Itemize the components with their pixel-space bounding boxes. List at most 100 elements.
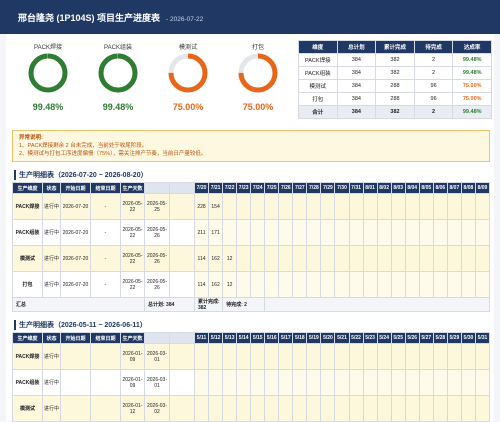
cell: 75.00% [452, 92, 492, 106]
cell: 99.48% [452, 66, 492, 80]
column-header: 生产维度 [12, 182, 43, 194]
cell [60, 395, 91, 422]
detail-table: 生产维度 状态 开始日期 结束日期 生产天数 5/11 5/12 5/13 5/14 5/15 5/… [12, 332, 491, 422]
cell: - [90, 193, 121, 220]
daily-cell [278, 245, 294, 272]
daily-cell [362, 219, 378, 246]
column-header: 开始日期 [60, 182, 91, 194]
gauge-ring [98, 53, 138, 93]
daily-cell [278, 193, 294, 220]
daily-cell [320, 219, 336, 246]
daily-cell [460, 193, 476, 220]
daily-cell: 154 [208, 193, 224, 220]
cell: 384 [336, 105, 377, 119]
header-row: 生产维度 状态 开始日期 结束日期 生产天数 7/20 7/21 7/22 7/23 7/24 7/… [12, 182, 491, 194]
cell [169, 219, 195, 246]
daily-cell [320, 245, 336, 272]
daily-cell [446, 219, 462, 246]
date-header: 5/18 [292, 332, 308, 344]
detail-row: PACK焊接 进行中 2026-01-09 2026-03-01 [12, 343, 491, 370]
daily-cell [404, 245, 420, 272]
column-header: 生产维度 [12, 332, 43, 344]
alert-title: 异常说明: [19, 135, 43, 141]
daily-cell [460, 343, 476, 370]
daily-cell [432, 193, 448, 220]
date-header: 7/24 [250, 182, 266, 194]
daily-cell [320, 395, 336, 422]
daily-cell [418, 193, 434, 220]
daily-cell: 228 [193, 193, 210, 220]
date-header: 5/25 [390, 332, 406, 344]
cell [90, 343, 121, 370]
section-title: 生产明细表（2026-05-11 ~ 2026-06-11） [14, 320, 147, 330]
summary-table: 维度 总计划 累计完成 待完成 达成率 PACK焊接 384 382 2 99.48% PACK组装… [298, 40, 492, 119]
column-header [169, 332, 195, 344]
cell: PACK焊接 [298, 53, 338, 67]
daily-cell [474, 245, 491, 272]
daily-cell [460, 369, 476, 396]
cell: 进行中 [42, 245, 61, 272]
daily-cell [334, 395, 350, 422]
daily-cell [306, 193, 322, 220]
date-header: 7/22 [222, 182, 238, 194]
daily-cell [334, 245, 350, 272]
daily-cell [193, 369, 210, 396]
footer-cell [264, 297, 490, 312]
cell: 99.48% [452, 105, 492, 119]
gauge-ring [168, 53, 208, 93]
daily-cell [278, 369, 294, 396]
daily-cell [334, 369, 350, 396]
cell: 384 [336, 92, 377, 106]
cell: 模测试 [298, 79, 338, 93]
ring-value [168, 53, 208, 93]
cell: 96 [413, 92, 454, 106]
daily-cell [208, 395, 224, 422]
daily-cell [334, 219, 350, 246]
date-header: 5/30 [460, 332, 476, 344]
daily-cell [474, 343, 491, 370]
cell: 382 [375, 105, 415, 119]
gauge-card: PACK焊接 99.48% [16, 42, 80, 112]
cell: 打包 [298, 92, 338, 106]
date-header: 5/14 [236, 332, 252, 344]
daily-cell [264, 343, 280, 370]
date-header: 5/22 [348, 332, 364, 344]
daily-cell [292, 193, 308, 220]
daily-cell [193, 395, 210, 422]
column-header: 维度 [298, 40, 338, 54]
cell: 96 [413, 79, 454, 93]
column-header: 总计划 [336, 40, 377, 54]
daily-cell [320, 369, 336, 396]
gauge-card: 模测试 75.00% [156, 42, 220, 112]
date-header: 5/29 [446, 332, 462, 344]
cell: 2026-01-09 [120, 343, 145, 370]
footer-cell: 汇总 [12, 297, 145, 312]
cell [169, 343, 195, 370]
date-header: 7/30 [334, 182, 350, 194]
daily-cell [376, 271, 392, 298]
daily-cell [208, 343, 224, 370]
summary-row: 合计 384 382 2 99.48% [298, 105, 492, 119]
daily-cell: 171 [208, 219, 224, 246]
daily-cell [446, 271, 462, 298]
date-header: 8/05 [418, 182, 434, 194]
cell [90, 395, 121, 422]
daily-cell [404, 369, 420, 396]
cell: 288 [375, 92, 415, 106]
cell: 进行中 [42, 343, 61, 370]
daily-cell [362, 369, 378, 396]
date-header: 7/29 [320, 182, 336, 194]
gauge-card: 打包 75.00% [226, 42, 290, 112]
alert: 异常说明: 1、PACK焊接剩余 2 台未完成，当前处于收尾阶段。 2、模测试与打包… [12, 130, 490, 162]
date-header: 5/28 [432, 332, 448, 344]
daily-cell [334, 343, 350, 370]
column-header: 状态 [42, 182, 61, 194]
cell: 进行中 [42, 369, 61, 396]
gauge-value: 99.48% [102, 102, 134, 112]
daily-cell [432, 219, 448, 246]
ring-value [98, 53, 138, 93]
cell [169, 245, 195, 272]
date-header: 7/27 [292, 182, 308, 194]
daily-cell [418, 271, 434, 298]
daily-cell [193, 343, 210, 370]
